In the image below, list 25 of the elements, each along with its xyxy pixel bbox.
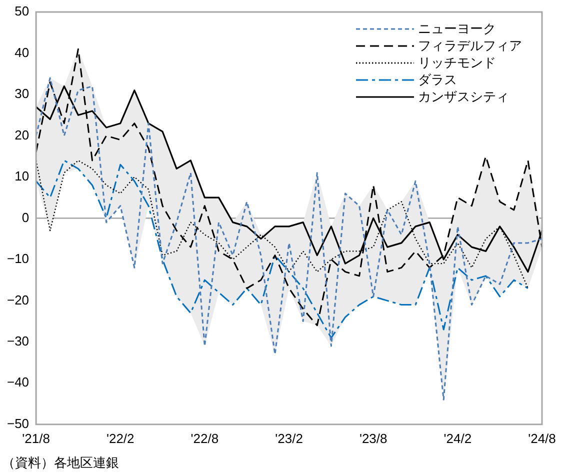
x-tick-label: '24/2 xyxy=(444,430,472,446)
line-series xyxy=(35,160,529,339)
y-tick-label: −10 xyxy=(6,251,30,266)
y-tick-label: 0 xyxy=(22,210,30,225)
y-tick-label: −30 xyxy=(6,334,30,348)
x-tick-label: '23/8 xyxy=(359,430,388,446)
y-tick-label: −40 xyxy=(6,374,30,390)
y-tick-label: −20 xyxy=(6,292,30,308)
y-tick-label: 30 xyxy=(14,86,30,102)
y-tick-label: −50 xyxy=(6,416,30,431)
legend-label: ダラス xyxy=(418,71,457,88)
y-tick-label: 20 xyxy=(14,127,30,142)
legend-label: リッチモンド xyxy=(418,54,496,71)
y-tick-label: 40 xyxy=(14,44,30,60)
text: （資料）各地区連銀 xyxy=(2,454,119,472)
x-tick-label: '24/8 xyxy=(528,430,556,446)
x-tick-label: '23/2 xyxy=(275,430,303,446)
legend-label: カンザスシティ xyxy=(418,88,509,105)
legend-label: ニューヨーク xyxy=(418,20,496,37)
y-tick-label: 50 xyxy=(14,4,30,19)
x-tick-label: '21/8 xyxy=(22,430,50,446)
y-tick-label: 10 xyxy=(14,168,30,184)
legend-label: フィラデルフィア xyxy=(418,37,522,54)
x-tick-label: '22/8 xyxy=(190,430,219,446)
x-tick-label: '22/2 xyxy=(106,430,134,446)
